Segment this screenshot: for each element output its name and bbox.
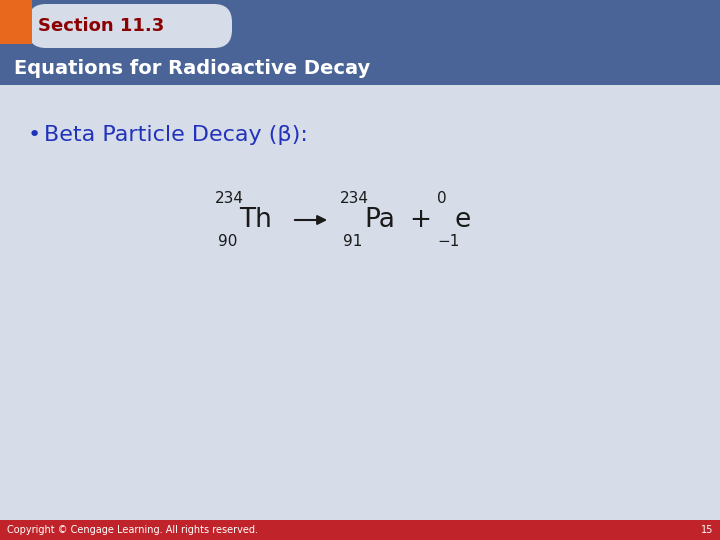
Text: Beta Particle Decay (β):: Beta Particle Decay (β): <box>44 125 308 145</box>
Text: 234: 234 <box>340 191 369 206</box>
Text: Pa: Pa <box>364 207 395 233</box>
Text: •: • <box>28 125 41 145</box>
Bar <box>0 50 720 85</box>
Text: −1: −1 <box>437 234 459 249</box>
Text: 234: 234 <box>215 191 244 206</box>
Bar <box>0 0 32 44</box>
Text: Equations for Radioactive Decay: Equations for Radioactive Decay <box>14 58 370 78</box>
Text: +: + <box>409 207 431 233</box>
Bar <box>0 520 720 540</box>
Text: 90: 90 <box>218 234 238 249</box>
Text: Th: Th <box>239 207 272 233</box>
Text: 91: 91 <box>343 234 362 249</box>
Bar <box>0 0 720 50</box>
Text: e: e <box>455 207 472 233</box>
Text: 15: 15 <box>701 525 713 535</box>
Text: 0: 0 <box>437 191 446 206</box>
FancyBboxPatch shape <box>28 4 232 48</box>
Text: Section 11.3: Section 11.3 <box>38 17 164 35</box>
Text: Copyright © Cengage Learning. All rights reserved.: Copyright © Cengage Learning. All rights… <box>7 525 258 535</box>
